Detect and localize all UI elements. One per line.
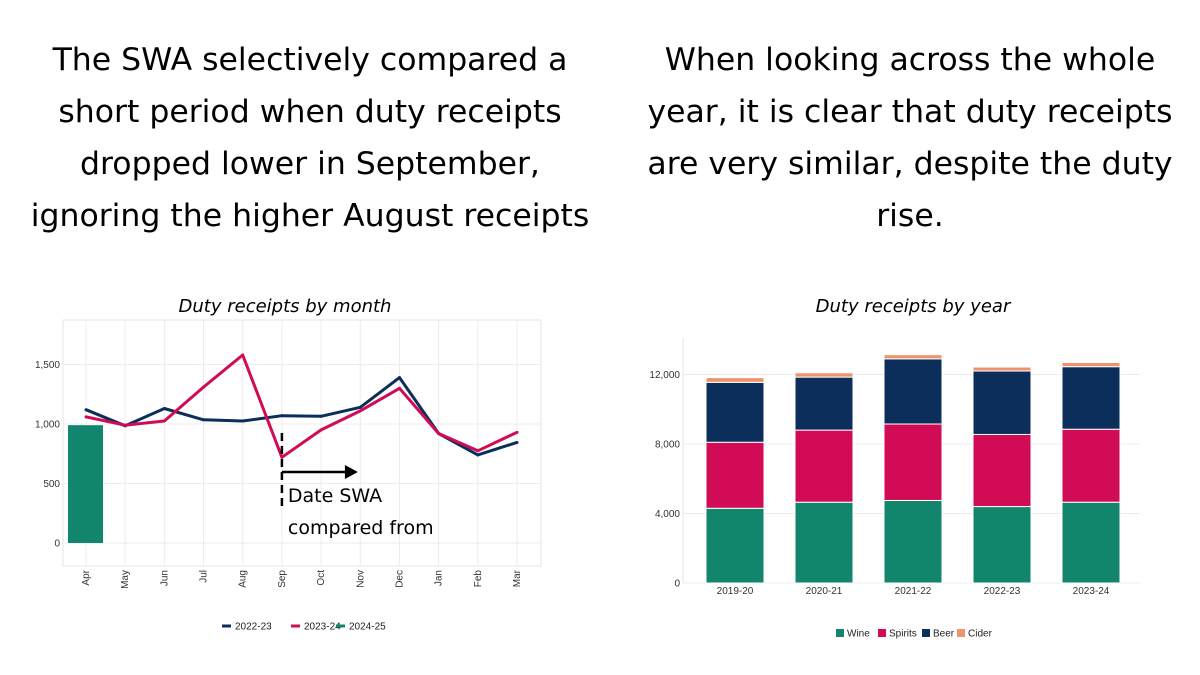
monthly-point-2022-23 — [162, 407, 166, 411]
monthly-point-2022-23 — [241, 419, 245, 423]
monthly-point-2023-24 — [515, 430, 519, 434]
yearly-bar-2019-20-wine — [705, 507, 765, 584]
yearly-legend-label-beer: Beer — [933, 629, 955, 640]
monthly-point-2023-24 — [162, 419, 166, 423]
monthly-point-2023-24 — [202, 385, 206, 389]
monthly-xtick-jan: Jan — [434, 570, 445, 586]
monthly-xtick-dec: Dec — [394, 570, 405, 588]
monthly-chart-title: Duty receipts by month — [179, 296, 392, 317]
monthly-legend-label-2022-23: 2022-23 — [235, 622, 272, 633]
monthly-point-2022-23 — [202, 418, 206, 422]
yearly-ytick-label: 4,000 — [655, 509, 680, 520]
monthly-xtick-may: May — [120, 570, 131, 589]
monthly-point-2023-24 — [397, 386, 401, 390]
yearly-bar-2022-23-spirits — [972, 433, 1032, 508]
yearly-bar-2019-20-beer — [705, 381, 765, 443]
monthly-legend-label-2023-24: 2023-24 — [304, 622, 341, 633]
monthly-ytick-label: 1,500 — [35, 360, 60, 371]
monthly-point-2022-23 — [84, 408, 88, 412]
right-headline: When looking across the whole year, it i… — [647, 42, 1173, 234]
yearly-bar-2022-23-beer — [972, 370, 1032, 435]
yearly-bar-2021-22-wine — [883, 499, 943, 584]
yearly-bar-2023-24-beer — [1061, 366, 1121, 430]
yearly-legend: Wine Spirits Beer Cider — [836, 629, 993, 640]
annotation-text-line2: compared from — [288, 517, 434, 539]
yearly-ytick-label: 0 — [674, 579, 680, 590]
monthly-point-2022-23 — [319, 414, 323, 418]
yearly-xtick-2019-20: 2019-20 — [717, 586, 754, 597]
yearly-bar-2021-22-spirits — [883, 423, 943, 501]
yearly-bar-2023-24-wine — [1061, 501, 1121, 584]
monthly-legend: 2022-23 2023-24 2024-25 — [222, 622, 386, 633]
monthly-point-2023-24 — [123, 423, 127, 427]
yearly-bar-2022-23-wine — [972, 506, 1032, 584]
yearly-ytick-label: 8,000 — [655, 440, 680, 451]
monthly-xtick-apr: Apr — [81, 569, 92, 585]
monthly-xtick-sep: Sep — [277, 570, 288, 588]
yearly-bar-2020-21-cider — [794, 372, 854, 378]
yearly-bar-2019-20-spirits — [705, 441, 765, 509]
yearly-bar-2022-23-cider — [972, 366, 1032, 372]
annotation-text-line1: Date SWA — [288, 485, 382, 507]
monthly-ytick-label: 0 — [54, 539, 60, 550]
monthly-point-2022-23 — [280, 414, 284, 418]
annotation-arrow-head — [344, 465, 358, 479]
yearly-legend-label-wine: Wine — [847, 629, 870, 640]
monthly-point-2022-23 — [476, 453, 480, 457]
monthly-point-2023-24 — [358, 409, 362, 413]
monthly-legend-label-2024-25: 2024-25 — [349, 622, 386, 633]
monthly-line-2023-24 — [85, 353, 518, 459]
yearly-xtick-2023-24: 2023-24 — [1073, 586, 1110, 597]
yearly-bar-2020-21-beer — [794, 376, 854, 431]
monthly-point-2023-24 — [319, 428, 323, 432]
monthly-point-2023-24 — [84, 415, 88, 419]
monthly-point-2023-24 — [437, 432, 441, 436]
monthly-xtick-jun: Jun — [159, 570, 170, 586]
yearly-xtick-2020-21: 2020-21 — [806, 586, 843, 597]
yearly-legend-swatch-spirits — [878, 629, 886, 637]
monthly-xtick-aug: Aug — [238, 570, 249, 588]
monthly-point-2023-24 — [476, 449, 480, 453]
monthly-duty-chart: Duty receipts by month 0 500 1,000 1,500 Ap… — [35, 296, 542, 633]
yearly-bar-2021-22-cider — [883, 354, 943, 360]
yearly-legend-swatch-cider — [957, 629, 965, 637]
yearly-ytick-label: 12,000 — [649, 370, 680, 381]
monthly-xtick-nov: Nov — [355, 570, 366, 588]
monthly-xtick-mar: Mar — [512, 569, 523, 587]
monthly-ytick-label: 500 — [43, 479, 60, 490]
monthly-xtick-feb: Feb — [473, 570, 484, 588]
yearly-chart-title: Duty receipts by year — [816, 296, 1012, 317]
yearly-legend-label-cider: Cider — [968, 629, 993, 640]
swa-annotation: Date SWA compared from — [280, 433, 434, 539]
monthly-ytick-label: 1,000 — [35, 420, 60, 431]
yearly-bar-2020-21-spirits — [794, 429, 854, 503]
yearly-bar-2023-24-cider — [1061, 362, 1121, 368]
yearly-xtick-2021-22: 2021-22 — [895, 586, 932, 597]
monthly-point-2023-24 — [280, 455, 284, 459]
yearly-legend-swatch-wine — [836, 629, 844, 637]
monthly-plot-frame — [62, 319, 542, 567]
yearly-bar-2019-20-cider — [705, 377, 765, 383]
monthly-xtick-oct: Oct — [316, 570, 327, 586]
monthly-point-2023-24 — [241, 353, 245, 357]
yearly-bar-2020-21-wine — [794, 501, 854, 584]
yearly-legend-swatch-beer — [922, 629, 930, 637]
yearly-legend-label-spirits: Spirits — [889, 629, 917, 640]
monthly-xtick-jul: Jul — [199, 570, 210, 583]
monthly-bar-2024-25-apr — [68, 425, 103, 543]
yearly-bar-2021-22-beer — [883, 358, 943, 425]
monthly-point-2022-23 — [358, 405, 362, 409]
monthly-point-2022-23 — [515, 440, 519, 444]
yearly-bar-2023-24-spirits — [1061, 428, 1121, 503]
left-headline: The SWA selectively compared a short per… — [30, 42, 590, 234]
yearly-xtick-2022-23: 2022-23 — [984, 586, 1021, 597]
monthly-point-2022-23 — [397, 376, 401, 380]
yearly-duty-chart: Duty receipts by year 04,0008,00012,000 … — [649, 296, 1140, 640]
